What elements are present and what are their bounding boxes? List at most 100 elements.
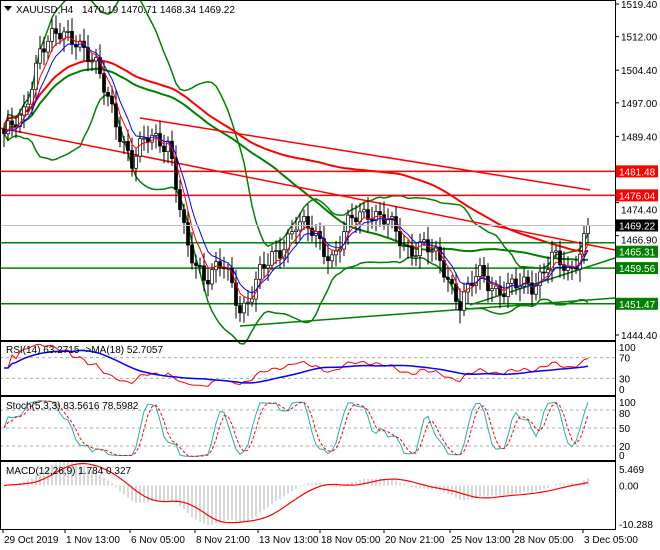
price-tick-label: 1444.40 [621, 331, 658, 342]
price-tick-label: 1512.00 [621, 33, 658, 44]
time-tick-label: 20 Nov 21:00 [385, 535, 445, 546]
candle [418, 241, 422, 257]
rsi-tick-label: 30 [619, 374, 631, 385]
price-tick-label: 1497.00 [621, 99, 658, 110]
candle [398, 230, 402, 247]
candle [306, 216, 310, 229]
candle [462, 291, 466, 311]
candle [198, 265, 202, 267]
candle [154, 133, 158, 136]
stoch-tick-label: 20 [619, 442, 631, 453]
candle [550, 251, 554, 270]
candle [258, 264, 262, 280]
candle [34, 62, 38, 90]
macd-signal-line [3, 462, 589, 524]
candle [522, 276, 526, 287]
candle [546, 269, 550, 274]
candle [246, 301, 250, 304]
candle [194, 262, 198, 266]
candle [114, 103, 118, 128]
candle [66, 31, 70, 33]
stoch-title: Stoch(5,3,3) 83.5616 78.5982 [6, 401, 139, 412]
macd-tick-label: 0.00 [619, 482, 639, 493]
candle [450, 279, 454, 285]
stoch-tick-label: 80 [619, 409, 631, 420]
rsi-tick-label: 0 [619, 385, 625, 396]
candle [506, 282, 510, 298]
candle [346, 214, 350, 232]
candle [190, 244, 194, 264]
candle [110, 95, 114, 105]
panel-frame [0, 341, 616, 396]
candle [402, 245, 406, 247]
stoch-tick-label: 0 [619, 451, 625, 462]
candle [90, 60, 94, 63]
candle [122, 141, 126, 143]
candle [250, 298, 254, 303]
rsi-line [4, 343, 589, 387]
macd-tick-label: 5.469 [619, 465, 644, 476]
ohlc-readout: 1470.19 1470.71 1468.34 1469.22 [82, 5, 235, 16]
candle [446, 276, 450, 280]
candle [278, 250, 282, 259]
level-tag [616, 262, 658, 275]
time-tick-label: 8 Nov 21:00 [196, 535, 250, 546]
level-tag-label: 1476.04 [619, 191, 656, 202]
candle [542, 271, 546, 274]
candle [274, 250, 278, 252]
candle [162, 145, 166, 153]
price-tick-label: 1489.40 [621, 132, 658, 143]
candle [322, 238, 326, 258]
panel-frame [0, 396, 616, 461]
candle [178, 189, 182, 211]
time-tick-label: 13 Nov 13:00 [259, 535, 319, 546]
candle [510, 278, 514, 284]
level-tag [616, 165, 658, 178]
candle [46, 40, 50, 53]
time-tick-label: 18 Nov 05:00 [321, 535, 381, 546]
candle [350, 214, 354, 219]
price-tick-label: 1466.90 [621, 236, 658, 247]
candle [118, 126, 122, 142]
candle [22, 106, 26, 116]
candle [454, 283, 458, 302]
candle [330, 254, 334, 262]
candle [466, 282, 470, 293]
macd-title: MACD(12,26,9) 1.784 0.327 [6, 466, 132, 477]
candle [478, 265, 482, 277]
candle [86, 47, 90, 62]
trendline [239, 297, 616, 327]
candle [210, 269, 214, 285]
candle [366, 209, 370, 220]
candle [386, 219, 390, 225]
candle [238, 305, 242, 314]
candle [302, 216, 306, 223]
candle [410, 245, 414, 257]
current-price-tag [616, 219, 658, 232]
symbol-label: XAUUSD,H4 [16, 5, 74, 16]
candle [430, 250, 434, 253]
candle [514, 278, 518, 289]
dropdown-triangle-icon[interactable] [4, 6, 12, 11]
price-tick-label: 1474.40 [621, 206, 658, 217]
candle [422, 239, 426, 243]
candle [370, 218, 374, 221]
candle [362, 209, 366, 213]
level-tag-label: 1451.47 [619, 300, 656, 311]
candle [458, 301, 462, 311]
stoch-tick-label: 50 [619, 424, 631, 435]
candle [138, 138, 142, 157]
candle [334, 250, 338, 256]
candle [486, 275, 490, 292]
candle [502, 294, 506, 298]
candle [566, 266, 570, 271]
candle [290, 231, 294, 235]
bollinger-lower [3, 92, 589, 345]
candle [222, 267, 226, 270]
level-tag-label: 1465.31 [619, 248, 656, 259]
candle [106, 91, 110, 97]
candle [526, 276, 530, 284]
